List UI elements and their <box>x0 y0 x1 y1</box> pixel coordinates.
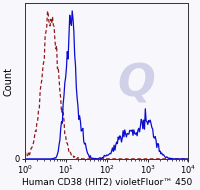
X-axis label: Human CD38 (HIT2) violetFluor™ 450: Human CD38 (HIT2) violetFluor™ 450 <box>22 177 192 187</box>
Text: Q: Q <box>117 63 155 106</box>
Y-axis label: Count: Count <box>3 67 13 96</box>
